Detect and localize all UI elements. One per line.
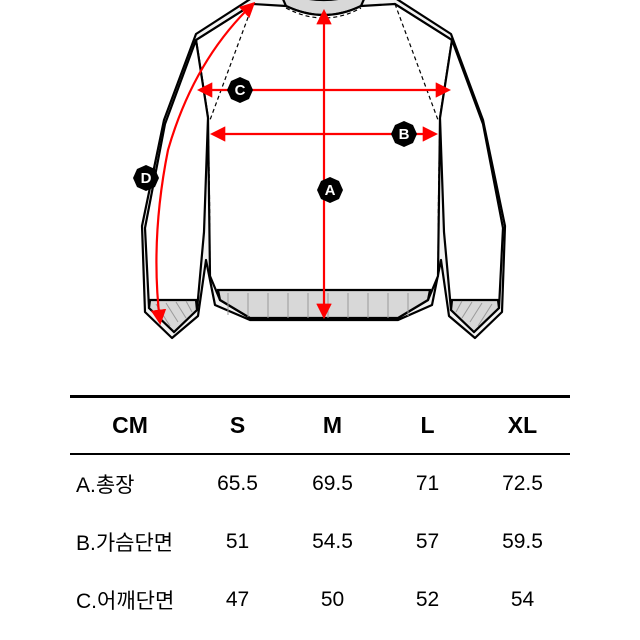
svg-text:D: D	[141, 170, 152, 187]
cell-value: 54	[475, 571, 570, 629]
row-label: D.소매길이	[70, 629, 190, 640]
cell-value: 52	[380, 571, 475, 629]
header-size-xl: XL	[475, 397, 570, 455]
size-diagram: A B C D	[0, 0, 640, 370]
row-label: A.총장	[70, 454, 190, 513]
cell-value: 47	[190, 571, 285, 629]
cell-value: 57	[380, 513, 475, 571]
table-row: B.가슴단면5154.55759.5	[70, 513, 570, 571]
cell-value: 86	[285, 629, 380, 640]
cell-value: 50	[285, 571, 380, 629]
header-size-m: M	[285, 397, 380, 455]
size-table: CM S M L XL A.총장65.569.57172.5B.가슴단면5154…	[70, 395, 570, 640]
table-row: C.어깨단면47505254	[70, 571, 570, 629]
table-row: A.총장65.569.57172.5	[70, 454, 570, 513]
cell-value: 90	[475, 629, 570, 640]
cell-value: 59.5	[475, 513, 570, 571]
cell-value: 72.5	[475, 454, 570, 513]
table-row: D.소매길이80868890	[70, 629, 570, 640]
cell-value: 69.5	[285, 454, 380, 513]
cell-value: 80	[190, 629, 285, 640]
svg-text:B: B	[399, 126, 410, 143]
cell-value: 65.5	[190, 454, 285, 513]
header-size-s: S	[190, 397, 285, 455]
cell-value: 51	[190, 513, 285, 571]
svg-text:C: C	[235, 82, 246, 99]
cell-value: 88	[380, 629, 475, 640]
row-label: B.가슴단면	[70, 513, 190, 571]
table-header-row: CM S M L XL	[70, 397, 570, 455]
svg-text:A: A	[325, 182, 336, 199]
cell-value: 71	[380, 454, 475, 513]
header-unit: CM	[70, 397, 190, 455]
row-label: C.어깨단면	[70, 571, 190, 629]
cell-value: 54.5	[285, 513, 380, 571]
header-size-l: L	[380, 397, 475, 455]
